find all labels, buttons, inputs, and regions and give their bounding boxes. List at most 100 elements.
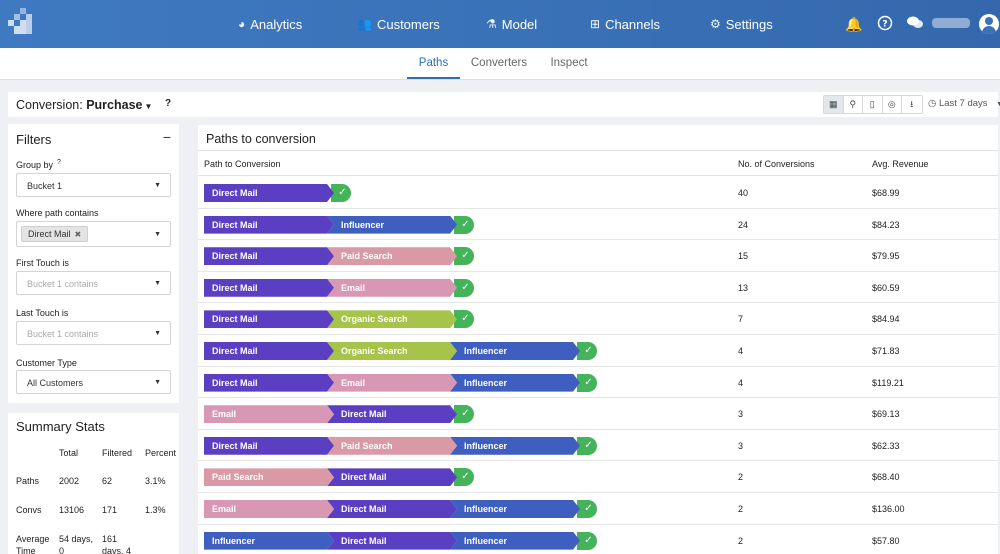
clock-icon: ◷: [928, 98, 937, 109]
path-step: Paid Search: [327, 247, 457, 265]
pie-chart-icon: ◕: [238, 17, 246, 31]
summary-cell: 161 days, 4: [102, 534, 132, 554]
group-by-label: Group by?: [16, 159, 61, 170]
chat-icon[interactable]: [906, 15, 924, 33]
nav-customers[interactable]: 👥 Customers: [357, 16, 440, 32]
paths-table-panel: Paths to conversion Path to Conversion N…: [198, 125, 998, 554]
table-row[interactable]: Email Direct Mail Influencer ✓ 2 $136.00: [198, 493, 998, 525]
nav-model[interactable]: ⚗ Model: [486, 16, 538, 32]
conversion-selector[interactable]: Conversion: Purchase ▼: [16, 98, 153, 112]
globe-icon[interactable]: ◎: [882, 96, 902, 113]
first-touch-select[interactable]: Bucket 1 contains ▼: [16, 271, 171, 295]
summary-header-total: Total: [59, 448, 79, 458]
conversion-count: 2: [738, 472, 744, 483]
tab-converters[interactable]: Converters: [470, 57, 528, 69]
top-navbar: ◕ Analytics 👥 Customers ⚗ Model ⊞ Channels ⚙…: [0, 0, 1000, 48]
conversion-count: 4: [738, 346, 744, 356]
conversion-count: 13: [738, 282, 749, 293]
tab-inspect[interactable]: Inspect: [550, 57, 588, 69]
download-icon[interactable]: ⭳: [902, 96, 922, 113]
nav-settings[interactable]: ⚙ Settings: [710, 16, 773, 32]
table-row[interactable]: Direct Mail Email ✓ 13 $60.59: [198, 272, 998, 304]
caret-down-icon: ▼: [154, 280, 161, 287]
check-icon: ✓: [577, 531, 597, 550]
table-view-icon[interactable]: ▦: [824, 96, 844, 113]
nav-channels[interactable]: ⊞ Channels: [590, 16, 660, 32]
column-header-path[interactable]: Path to Conversion: [204, 159, 281, 169]
check-icon: ✓: [577, 436, 597, 455]
path-step: Influencer: [450, 532, 580, 550]
avatar-icon[interactable]: [979, 14, 999, 34]
summary-cell: 3.1%: [145, 476, 166, 486]
summary-cell: 62: [102, 476, 113, 486]
conversion-count: 4: [738, 377, 744, 388]
summary-header-filtered: Filtered: [102, 448, 133, 458]
caret-down-icon: ▼: [996, 101, 1000, 108]
bell-icon[interactable]: 🔔: [845, 16, 863, 32]
table-row[interactable]: Email Direct Mail ✓ 3 $69.13: [198, 398, 998, 430]
customer-type-select[interactable]: All Customers ▼: [16, 370, 171, 394]
remove-chip-icon[interactable]: ✖: [74, 230, 82, 239]
nav-analytics[interactable]: ◕ Analytics: [238, 16, 303, 32]
path-step: Direct Mail: [327, 532, 457, 550]
clipboard-icon[interactable]: ▯: [863, 96, 883, 113]
table-row[interactable]: Direct Mail Email Influencer ✓ 4 $119.21: [198, 367, 998, 399]
flow-view-icon[interactable]: ⚲: [843, 96, 863, 113]
date-range-selector[interactable]: ◷ Last 7 days ▼: [928, 98, 1000, 109]
group-by-select[interactable]: Bucket 1 ▼: [16, 173, 171, 197]
conversion-count: 40: [738, 188, 749, 198]
table-row[interactable]: Direct Mail Paid Search Influencer ✓ 3 $62.33: [198, 430, 998, 462]
path-chip: Direct Mail ✖: [21, 226, 89, 242]
where-path-select[interactable]: Direct Mail ✖ ▼: [16, 221, 171, 247]
check-icon: ✓: [454, 247, 474, 266]
table-title: Paths to conversion: [206, 132, 316, 146]
check-icon: ✓: [454, 405, 474, 424]
app-logo[interactable]: [6, 8, 32, 36]
avg-revenue: $84.94: [872, 314, 900, 325]
caret-down-icon: ▼: [144, 102, 153, 111]
subnav-tabs: Paths Converters Inspect: [0, 48, 1000, 80]
conversion-count: 7: [738, 314, 744, 325]
summary-cell: 2002: [59, 476, 80, 486]
flask-icon: ⚗: [486, 17, 497, 31]
table-row[interactable]: Direct Mail Influencer ✓ 24 $84.23: [198, 209, 998, 241]
table-row[interactable]: Direct Mail Paid Search ✓ 15 $79.95: [198, 240, 998, 272]
path-step: Influencer: [204, 532, 334, 550]
check-icon: ✓: [577, 500, 597, 518]
tab-paths[interactable]: Paths: [407, 48, 460, 79]
path-step: Direct Mail: [204, 310, 334, 328]
help-icon[interactable]: ?: [876, 15, 894, 33]
filters-title: Filters: [16, 132, 52, 147]
path-step: Influencer: [450, 500, 580, 518]
last-touch-select[interactable]: Bucket 1 contains ▼: [16, 321, 171, 345]
collapse-icon[interactable]: −: [162, 129, 171, 145]
path-step: Organic Search: [327, 342, 457, 360]
check-icon: ✓: [454, 468, 474, 487]
table-row[interactable]: Paid Search Direct Mail ✓ 2 $68.40: [198, 461, 998, 493]
column-header-revenue[interactable]: Avg. Revenue: [872, 159, 929, 169]
table-row[interactable]: Direct Mail Organic Search Influencer ✓ 4 $71…: [198, 335, 998, 367]
avg-revenue: $119.21: [872, 377, 904, 388]
view-toolbar: ▦ ⚲ ▯ ◎ ⭳: [823, 95, 923, 114]
customer-type-label: Customer Type: [16, 358, 77, 368]
table-row[interactable]: Direct Mail Organic Search ✓ 7 $84.94: [198, 303, 998, 335]
last-touch-label: Last Touch is: [16, 308, 69, 318]
check-icon: ✓: [454, 310, 474, 329]
path-step: Direct Mail: [327, 500, 457, 518]
caret-down-icon: ▼: [154, 330, 161, 337]
avg-revenue: $62.33: [872, 440, 900, 451]
table-row[interactable]: Influencer Direct Mail Influencer ✓ 2 $57.80: [198, 525, 998, 554]
first-touch-label: First Touch is: [16, 258, 69, 268]
conversion-count: 15: [738, 251, 749, 262]
where-path-label: Where path contains: [16, 208, 99, 218]
summary-cell: 13106: [59, 505, 85, 515]
username-redacted[interactable]: [932, 18, 970, 28]
path-step: Direct Mail: [327, 468, 457, 486]
column-header-conversions[interactable]: No. of Conversions: [738, 159, 815, 169]
caret-down-icon: ▼: [154, 231, 161, 238]
table-row[interactable]: Direct Mail ✓ 40 $68.99: [198, 177, 998, 209]
path-step: Direct Mail: [204, 184, 334, 202]
conversion-help-icon[interactable]: ?: [165, 98, 172, 109]
path-step: Influencer: [450, 437, 580, 455]
summary-cell: 1.3%: [145, 505, 166, 515]
